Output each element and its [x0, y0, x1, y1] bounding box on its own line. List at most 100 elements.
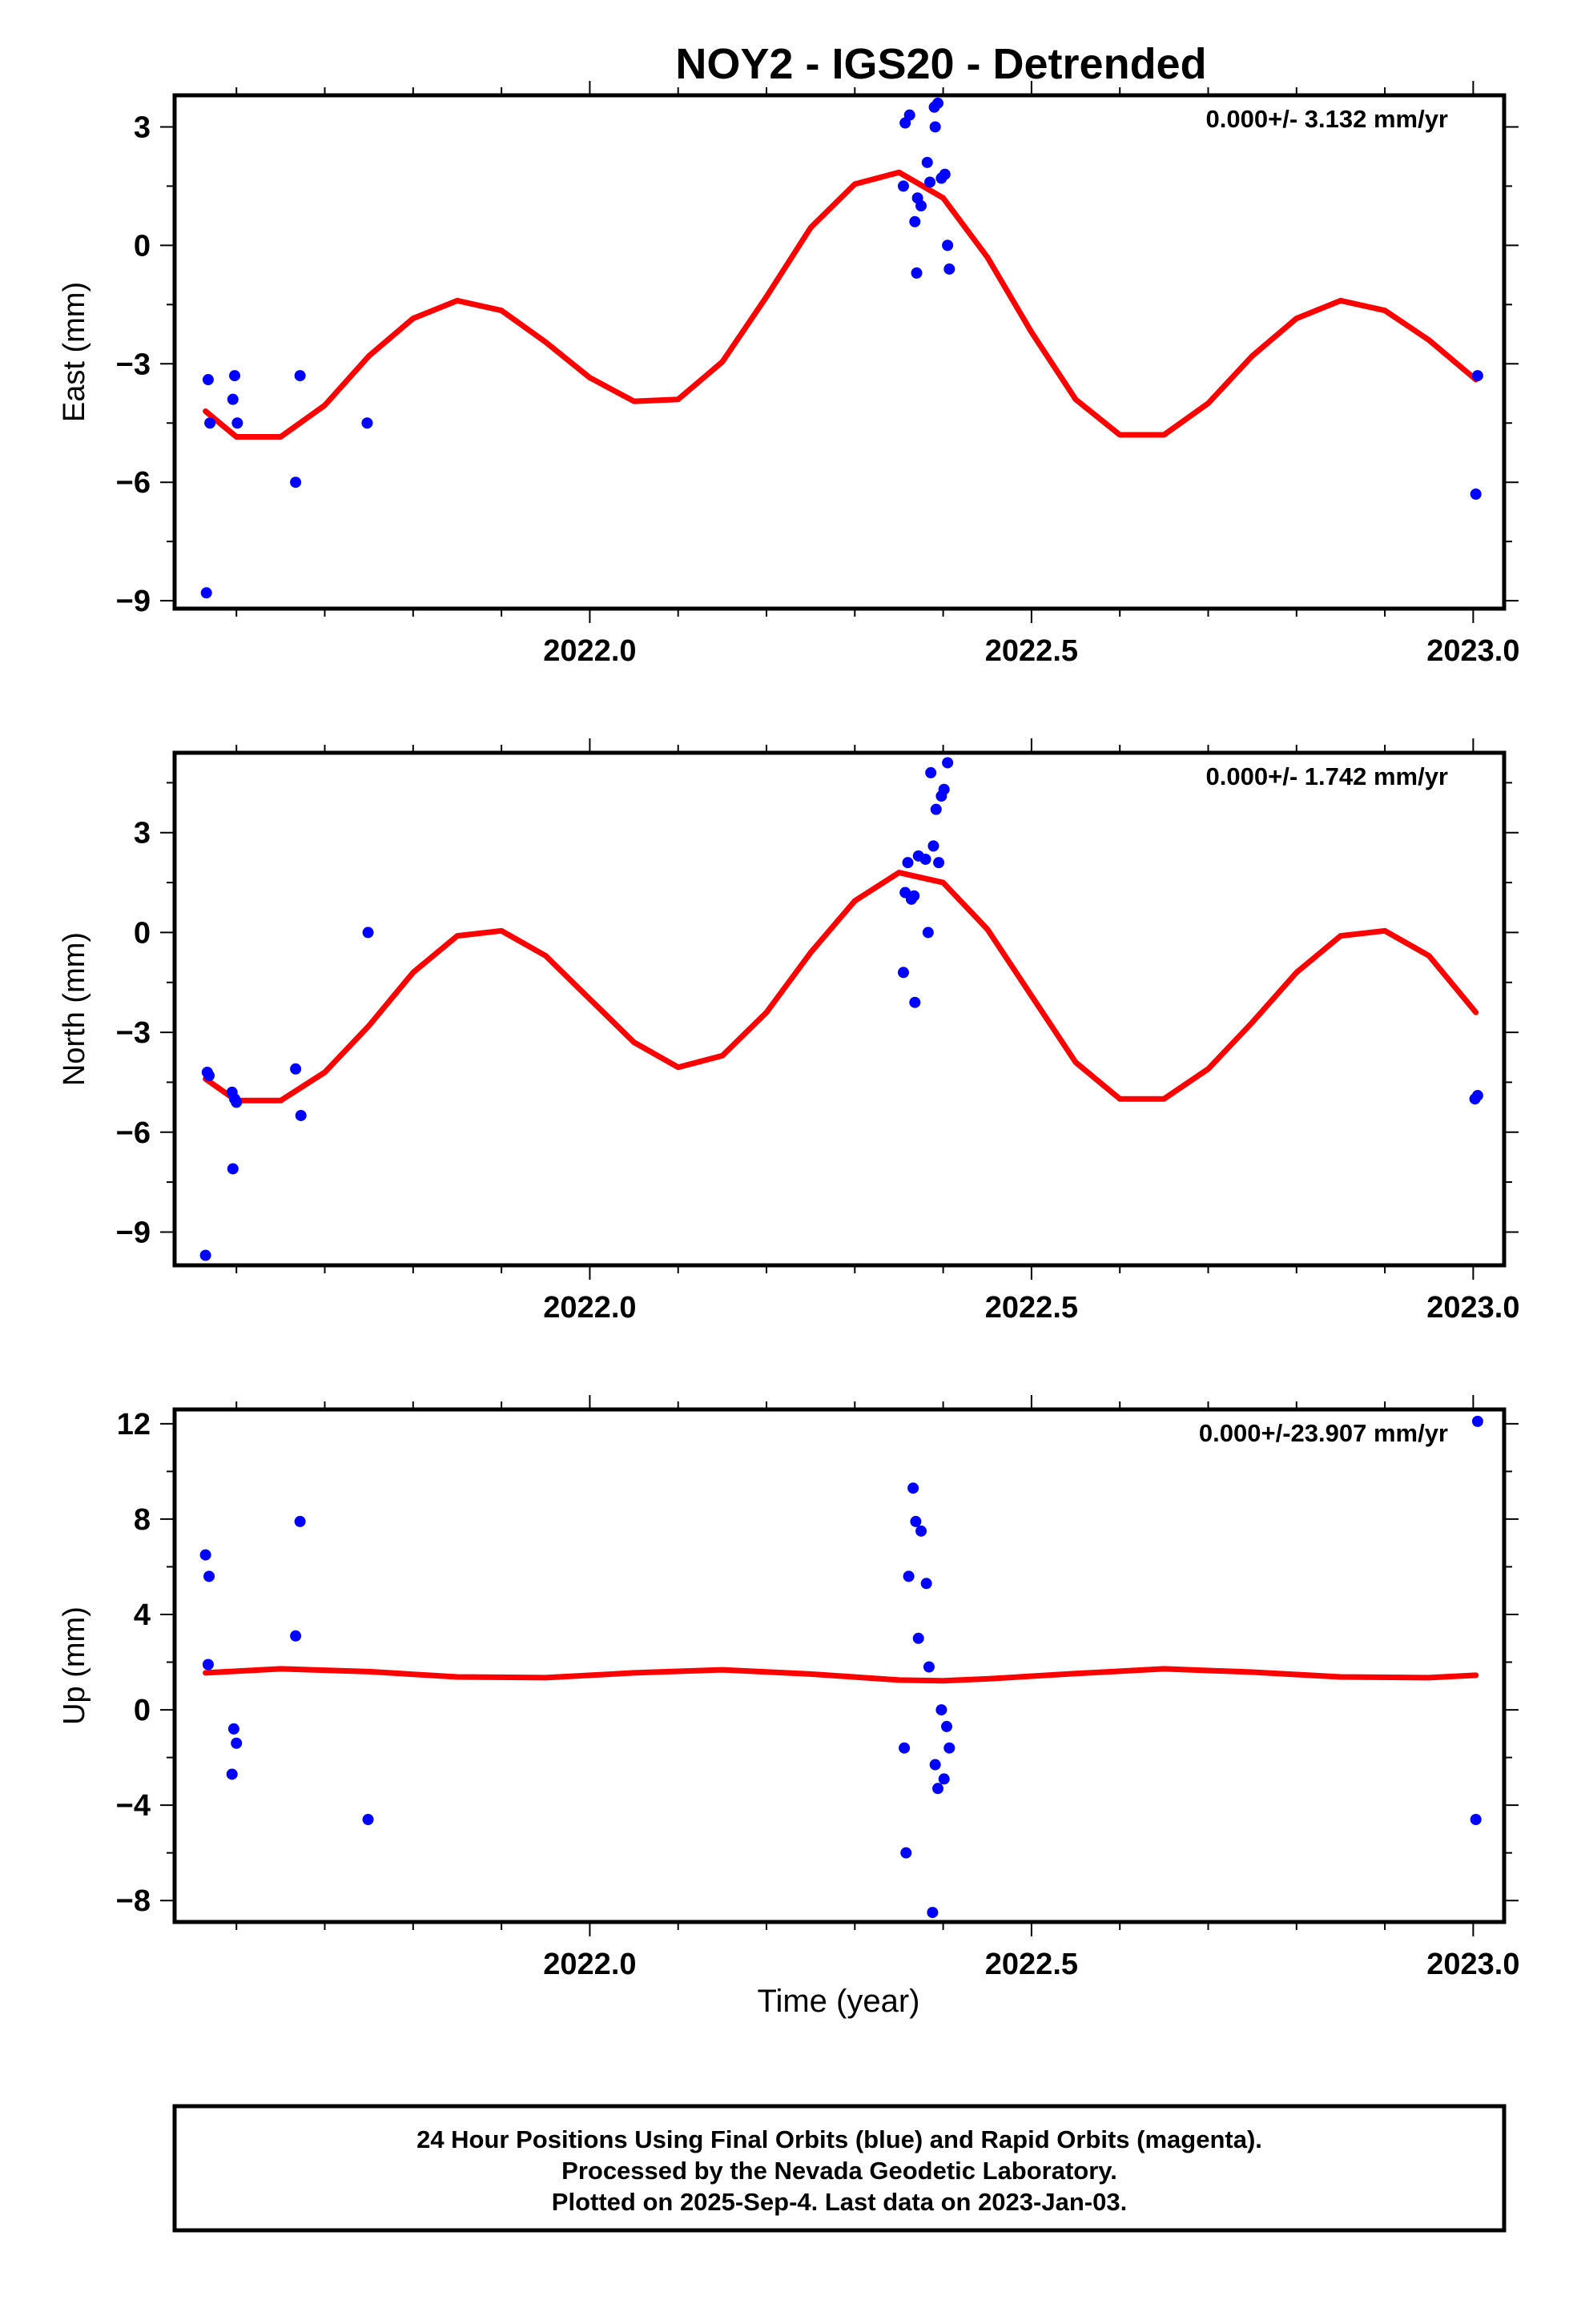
up-panel: 2022.0 2022.5 2023.0 12 8 4 0 −4 −8 0.000+/-23.90… [58, 1395, 1520, 1981]
north-data-point [1471, 1090, 1483, 1102]
up-y-axis-label: Up (mm) [58, 1606, 91, 1725]
up-y-tick-label: 4 [134, 1598, 151, 1632]
north-y-tick-label: −6 [116, 1116, 151, 1150]
east-rate-label: 0.000+/- 3.132 mm/yr [1206, 105, 1448, 133]
up-data-point [231, 1737, 243, 1749]
north-data-point [290, 1063, 302, 1075]
north-data-point [927, 840, 939, 852]
east-data-point [897, 180, 909, 192]
up-y-tick-label: −8 [116, 1884, 151, 1918]
east-data-point [290, 476, 302, 489]
up-data-point [1471, 1415, 1483, 1427]
north-data-point [295, 1109, 307, 1121]
up-data-point [290, 1630, 302, 1642]
up-plot-frame [172, 1407, 1507, 1924]
north-data-point [938, 783, 950, 795]
up-data-point [227, 1723, 239, 1735]
north-y-tick-label: −3 [116, 1016, 151, 1050]
up-data-point [202, 1659, 214, 1671]
up-data-point [910, 1515, 922, 1527]
north-x-tick-label: 2022.5 [985, 1291, 1078, 1325]
footer-line-1: 24 Hour Positions Using Final Orbits (bl… [416, 2125, 1262, 2153]
up-y-tick-label: −4 [116, 1789, 151, 1823]
chart-title: NOY2 - IGS20 - Detrended [675, 40, 1206, 88]
east-data-point [202, 374, 214, 386]
east-data-point [1471, 370, 1483, 382]
east-x-tick-label: 2023.0 [1426, 634, 1519, 668]
east-data-point [911, 267, 923, 279]
north-data-point [902, 857, 914, 869]
east-data-point [924, 176, 936, 188]
north-data-point [203, 1070, 215, 1082]
up-data-point [912, 1632, 924, 1644]
up-x-tick-label: 2023.0 [1426, 1948, 1519, 1981]
east-data-point [1470, 489, 1482, 501]
north-data-point [227, 1163, 239, 1175]
east-y-tick-label: −3 [116, 348, 151, 381]
up-data-point [931, 1783, 943, 1795]
up-data-point [920, 1578, 932, 1590]
east-data-point [227, 393, 239, 405]
up-data-point [941, 1720, 953, 1732]
north-y-tick-label: 3 [134, 817, 151, 850]
east-x-tick-label: 2022.0 [543, 634, 636, 668]
up-y-tick-label: 0 [134, 1694, 151, 1727]
north-y-tick-label: 0 [134, 916, 151, 950]
up-data-point [294, 1515, 306, 1527]
north-data-point [897, 967, 909, 979]
east-data-point [939, 168, 951, 180]
north-y-tick-label: −9 [116, 1216, 151, 1249]
east-y-tick-label: −9 [116, 585, 151, 618]
up-data-point [923, 1661, 935, 1673]
north-x-tick-label: 2023.0 [1426, 1291, 1519, 1325]
east-data-point [931, 97, 943, 109]
north-fit-curve [203, 870, 1479, 1104]
up-data-point [199, 1549, 211, 1561]
up-rate-label: 0.000+/-23.907 mm/yr [1199, 1419, 1448, 1447]
east-data-point [929, 121, 941, 133]
up-x-tick-label: 2022.5 [985, 1948, 1078, 1981]
up-data-point [943, 1742, 955, 1754]
east-fit-curve [203, 169, 1479, 440]
north-data-point [919, 853, 931, 865]
east-data-point [231, 417, 243, 429]
footer-box [172, 2104, 1507, 2233]
up-data-point [929, 1759, 941, 1771]
up-data-point [938, 1773, 950, 1785]
up-y-tick-label: 8 [134, 1503, 151, 1537]
up-data-point [935, 1704, 947, 1716]
north-x-tick-label: 2022.0 [543, 1291, 636, 1325]
north-data-point [362, 927, 374, 939]
north-rate-label: 0.000+/- 1.742 mm/yr [1206, 762, 1448, 790]
east-data-point [294, 370, 306, 382]
east-x-tick-label: 2022.5 [985, 634, 1078, 668]
up-data-point [927, 1907, 939, 1919]
up-data-point [907, 1482, 919, 1494]
east-data-point [915, 200, 927, 212]
east-data-point [229, 370, 241, 382]
north-data-point [930, 803, 942, 815]
east-data-point [200, 587, 212, 599]
east-y-tick-label: 0 [134, 229, 151, 263]
east-plot-frame [172, 93, 1507, 611]
footer-line-3: Plotted on 2025-Sep-4. Last data on 2023… [552, 2188, 1127, 2216]
up-data-point [899, 1742, 911, 1754]
east-data-point [942, 239, 954, 251]
east-data-point [204, 417, 216, 429]
footer-line-2: Processed by the Nevada Geodetic Laborat… [561, 2157, 1117, 2185]
north-data-point [933, 857, 945, 869]
north-data-point [942, 757, 954, 769]
up-data-point [362, 1814, 374, 1825]
x-axis-label: Time (year) [758, 1984, 920, 2019]
up-data-point [900, 1847, 912, 1859]
north-data-point [231, 1096, 243, 1108]
east-data-point [903, 109, 915, 121]
north-plot-frame [172, 750, 1507, 1268]
north-panel: 2022.0 2022.5 2023.0 3 0 −3 −6 −9 0.000+/- 1.742… [58, 738, 1520, 1325]
east-data-point [943, 263, 955, 275]
east-data-point [361, 417, 373, 429]
east-data-point [921, 156, 933, 168]
up-data-point [903, 1570, 915, 1582]
up-data-point [1470, 1814, 1482, 1825]
